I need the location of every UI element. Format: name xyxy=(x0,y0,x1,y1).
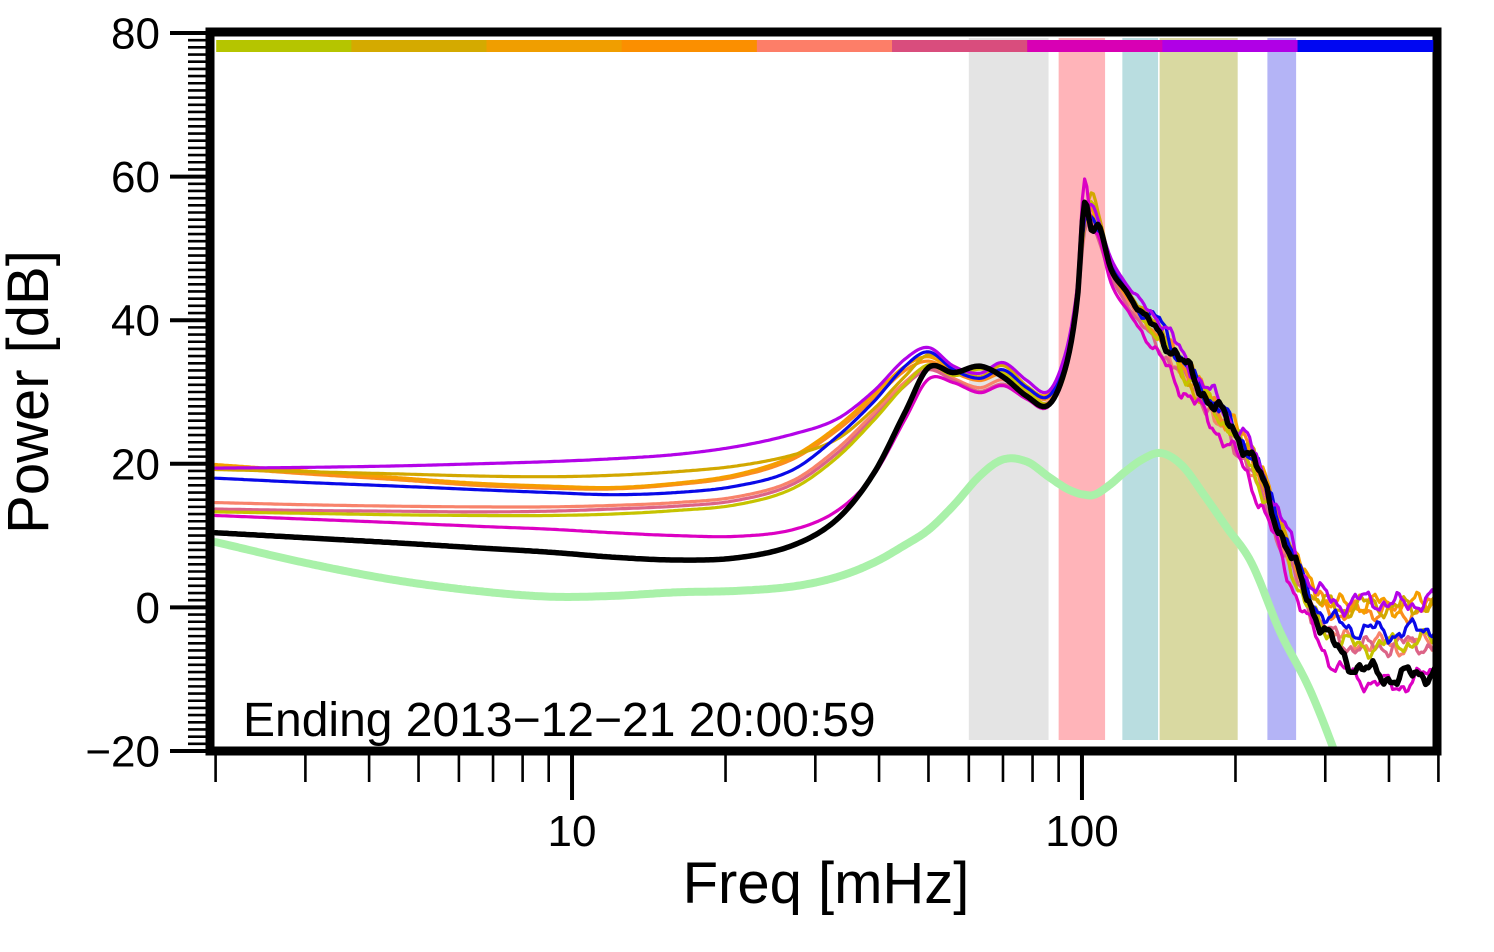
x-axis-label: Freq [mHz] xyxy=(683,851,970,916)
y-tick-label: 40 xyxy=(111,297,160,346)
hour-spectrum-magenta xyxy=(214,177,1433,694)
hour-spectrum-purple xyxy=(214,202,1433,618)
band-teal xyxy=(1122,38,1159,740)
y-axis-ticks xyxy=(170,31,206,753)
hour-spectrum-rose xyxy=(214,221,1433,659)
y-tick-label: 0 xyxy=(136,584,160,633)
hour-color-bar xyxy=(216,40,1434,52)
hour-spectrum-yellowgreen xyxy=(214,200,1433,660)
ending-timestamp: Ending 2013−12−21 20:00:59 xyxy=(243,694,876,747)
plot-frame xyxy=(205,27,1442,756)
hour-bar-segment-2 xyxy=(351,40,488,52)
x-tick-label: 100 xyxy=(1045,807,1118,856)
hour-spectrum-gold xyxy=(214,191,1433,620)
x-axis-ticks xyxy=(214,755,1440,800)
y-tick-label: 20 xyxy=(111,440,160,489)
spectra-curves xyxy=(214,177,1433,747)
y-tick-label: 80 xyxy=(111,10,160,59)
hour-bar-segment-5 xyxy=(756,40,893,52)
hour-bar-segment-6 xyxy=(892,40,1028,52)
hour-bar-segment-3 xyxy=(486,40,623,52)
y-axis-label: Power [dB] xyxy=(0,250,61,534)
hour-bar-segment-1 xyxy=(216,40,352,52)
y-tick-label: 60 xyxy=(111,153,160,202)
hour-bar-segment-4 xyxy=(621,40,758,52)
band-pink xyxy=(1058,38,1106,740)
hour-bar-segment-8 xyxy=(1162,40,1299,52)
y-tick-label: −20 xyxy=(85,728,160,777)
hour-spectrum-orange xyxy=(214,206,1433,619)
latest-spectrum-black xyxy=(214,199,1433,688)
hour-bar-segment-9 xyxy=(1297,40,1434,52)
y-tick-labels: −20 0 20 40 60 80 xyxy=(85,10,160,777)
x-tick-label: 10 xyxy=(548,807,597,856)
hour-bar-segment-7 xyxy=(1027,40,1163,52)
reference-quiet-spectrum xyxy=(214,448,1337,747)
shaded-frequency-bands xyxy=(968,38,1297,740)
x-tick-labels: 10 100 xyxy=(548,807,1119,856)
